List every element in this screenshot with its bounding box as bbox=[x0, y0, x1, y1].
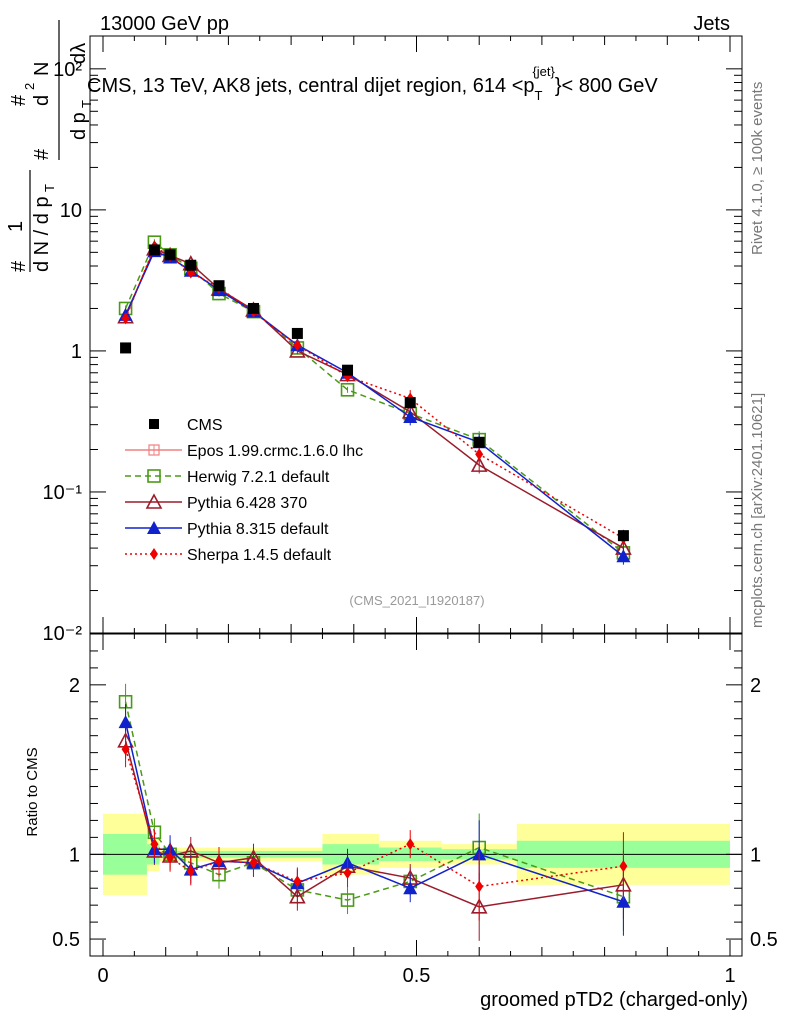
y-tick-label-ratio-right: 2 bbox=[750, 675, 761, 697]
legend-label-4: Sherpa 1.4.5 default bbox=[187, 547, 332, 564]
x-axis-label: groomed pTD2 (charged-only) bbox=[480, 989, 748, 1011]
plot-title-main: CMS, 13 TeV, AK8 jets, central dijet reg… bbox=[87, 75, 535, 97]
series-point-main bbox=[293, 339, 302, 352]
cms-point bbox=[148, 244, 160, 256]
legend-label-2: Pythia 6.428 370 bbox=[187, 495, 307, 512]
legend-marker-0 bbox=[148, 444, 160, 456]
analysis-id: (CMS_2021_I1920187) bbox=[349, 593, 484, 608]
main-panel-frame bbox=[89, 35, 743, 634]
rivet-version-label: Rivet 4.1.0, ≥ 100k events bbox=[749, 82, 766, 255]
y-axis-label-main: # 1 d N / d p T # # d 2 N d p T dλ bbox=[5, 20, 94, 272]
series-point-ratio bbox=[616, 894, 631, 908]
series-point-main bbox=[340, 383, 355, 397]
svg-text:2: 2 bbox=[22, 83, 37, 90]
y-axis-label-ratio: Ratio to CMS bbox=[24, 747, 41, 836]
y-tick-label-main: 10² bbox=[53, 59, 82, 81]
series-point-ratio bbox=[289, 887, 306, 904]
svg-text:d p: d p bbox=[68, 112, 90, 140]
cms-point bbox=[213, 280, 225, 292]
cms-point bbox=[473, 436, 485, 448]
series-point-ratio bbox=[118, 715, 133, 729]
y-tick-label-ratio-right: 1 bbox=[750, 844, 761, 866]
y-tick-label-ratio-right: 0.5 bbox=[750, 929, 778, 951]
mcplots-label: mcplots.cern.ch [arXiv:2401.10621] bbox=[749, 393, 766, 628]
plot-title-tail: }< 800 GeV bbox=[555, 75, 659, 97]
y-tick-label-ratio: 1 bbox=[69, 844, 80, 866]
y-tick-label-main: 10⁻² bbox=[43, 623, 83, 645]
series-point-ratio bbox=[293, 875, 302, 888]
y-tick-label-main: 10 bbox=[60, 200, 82, 222]
series-point-ratio bbox=[166, 851, 175, 864]
legend-label-cms: CMS bbox=[187, 417, 223, 434]
svg-text:d N / d p: d N / d p bbox=[31, 196, 53, 272]
series-point-ratio bbox=[150, 838, 159, 851]
legend-label-3: Pythia 8.315 default bbox=[187, 521, 329, 538]
legend-marker-2 bbox=[145, 493, 163, 509]
cms-point bbox=[342, 364, 354, 376]
svg-text:T: T bbox=[42, 184, 57, 192]
x-tick-label: 0 bbox=[97, 965, 108, 987]
cms-point bbox=[120, 342, 132, 354]
svg-text:T: T bbox=[79, 100, 94, 108]
svg-text:#: # bbox=[31, 148, 53, 160]
category-label: Jets bbox=[693, 13, 730, 35]
series-point-ratio bbox=[403, 881, 418, 895]
x-tick-label: 0.5 bbox=[403, 965, 431, 987]
svg-text:d: d bbox=[31, 95, 53, 106]
series-point-ratio bbox=[214, 855, 223, 868]
series-point-main bbox=[470, 456, 488, 472]
series-4 bbox=[121, 240, 628, 921]
y-tick-label-main: 10⁻¹ bbox=[43, 482, 83, 504]
cms-point bbox=[404, 397, 416, 409]
cms-data-points bbox=[120, 244, 629, 542]
svg-text:#: # bbox=[8, 260, 30, 272]
cms-point bbox=[617, 530, 629, 542]
series-point-ratio bbox=[406, 838, 415, 851]
x-tick-label: 1 bbox=[724, 965, 735, 987]
legend-marker-3 bbox=[147, 521, 161, 534]
legend-label-1: Herwig 7.2.1 default bbox=[187, 469, 330, 486]
cms-point bbox=[185, 259, 197, 271]
series-point-ratio bbox=[249, 856, 258, 869]
svg-text:1: 1 bbox=[5, 221, 27, 232]
y-tick-label-ratio: 0.5 bbox=[52, 929, 80, 951]
plot-title: CMS, 13 TeV, AK8 jets, central dijet reg… bbox=[87, 64, 658, 103]
y-tick-label-ratio: 2 bbox=[69, 675, 80, 697]
series-point-main bbox=[616, 549, 631, 563]
legend-marker-1 bbox=[147, 469, 161, 483]
plot-title-sup: {jet} bbox=[532, 64, 555, 79]
plot-title-sub: T bbox=[535, 88, 543, 103]
cms-point bbox=[164, 249, 176, 261]
cms-point bbox=[247, 302, 259, 314]
series-point-ratio bbox=[619, 860, 628, 873]
series-point-ratio bbox=[121, 743, 130, 756]
legend: CMS Epos 1.99.crmc.1.6.0 lhc Herwig 7.2.1 … bbox=[125, 417, 363, 564]
series-point-ratio bbox=[475, 880, 484, 893]
series-point-main bbox=[475, 448, 484, 461]
axis-ticks bbox=[90, 36, 742, 956]
cms-point bbox=[291, 327, 303, 339]
legend-label-0: Epos 1.99.crmc.1.6.0 lhc bbox=[187, 443, 363, 460]
svg-text:N: N bbox=[31, 62, 53, 76]
series-point-main bbox=[403, 409, 418, 423]
ratio-panel-frame bbox=[89, 633, 743, 957]
series-point-ratio bbox=[343, 866, 352, 879]
legend-marker-cms bbox=[149, 419, 159, 429]
svg-text:#: # bbox=[8, 94, 30, 106]
series-point-ratio bbox=[186, 865, 195, 878]
series-point-main bbox=[121, 312, 130, 325]
legend-marker-4 bbox=[150, 548, 158, 560]
y-tick-label-main: 1 bbox=[71, 341, 82, 363]
series-point-ratio bbox=[340, 893, 355, 907]
axis-tick-labels: 0 0.5 1 10² 10 1 10⁻¹ 10⁻² 2 2 1 1 0.5 0.5 bbox=[43, 59, 778, 987]
beam-label: 13000 GeV pp bbox=[100, 13, 229, 35]
svg-text:dλ: dλ bbox=[68, 43, 90, 64]
